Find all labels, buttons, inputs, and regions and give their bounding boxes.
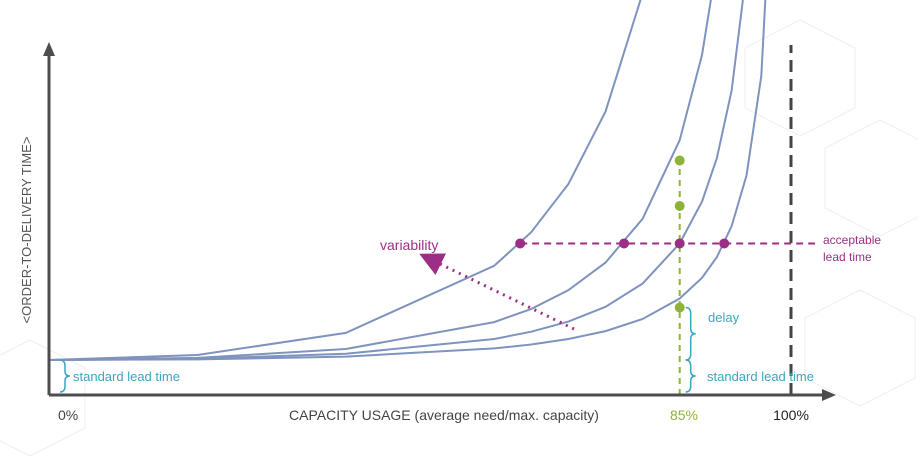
standard-lead-time-brace-right [685, 359, 696, 393]
series-line-3 [48, 0, 744, 361]
acceptable-label: acceptable [823, 233, 881, 247]
variability-arrow [419, 253, 575, 331]
standard-lead-time-label-right: standard lead time [707, 369, 814, 384]
curves-layer [48, 0, 767, 361]
usage-85-point-1 [674, 155, 685, 166]
x-axis-arrow-icon [822, 389, 836, 401]
series-line-1 [48, 0, 642, 361]
standard-lead-time-label-left: standard lead time [73, 369, 180, 384]
usage-85-point-4 [674, 302, 685, 313]
delay-brace [685, 306, 696, 361]
standard-lead-time-brace-left [59, 359, 71, 393]
x-tick-label-100: 100% [773, 407, 809, 423]
guide-lines-layer [59, 45, 815, 395]
x-tick-label-85: 85% [670, 407, 698, 423]
y-axis-arrow-icon [43, 42, 55, 56]
variability-label: variability [380, 237, 438, 253]
x-tick-label-0: 0% [58, 407, 78, 423]
y-axis-label: <ORDER-TO-DELIVERY TIME> [19, 137, 34, 324]
background-hexagons [0, 19, 918, 456]
acceptable-point-1 [515, 238, 526, 249]
markers-layer [515, 155, 730, 313]
acceptable-point-4 [719, 238, 730, 249]
acceptable-point-3 [674, 238, 685, 249]
lead-time-label: lead time [823, 250, 872, 264]
delay-label: delay [708, 310, 740, 325]
series-line-2 [48, 0, 712, 361]
usage-85-point-2 [674, 201, 685, 211]
series-line-4 [48, 0, 767, 361]
x-axis-label: CAPACITY USAGE (average need/max. capaci… [289, 407, 599, 423]
acceptable-point-2 [619, 238, 630, 249]
